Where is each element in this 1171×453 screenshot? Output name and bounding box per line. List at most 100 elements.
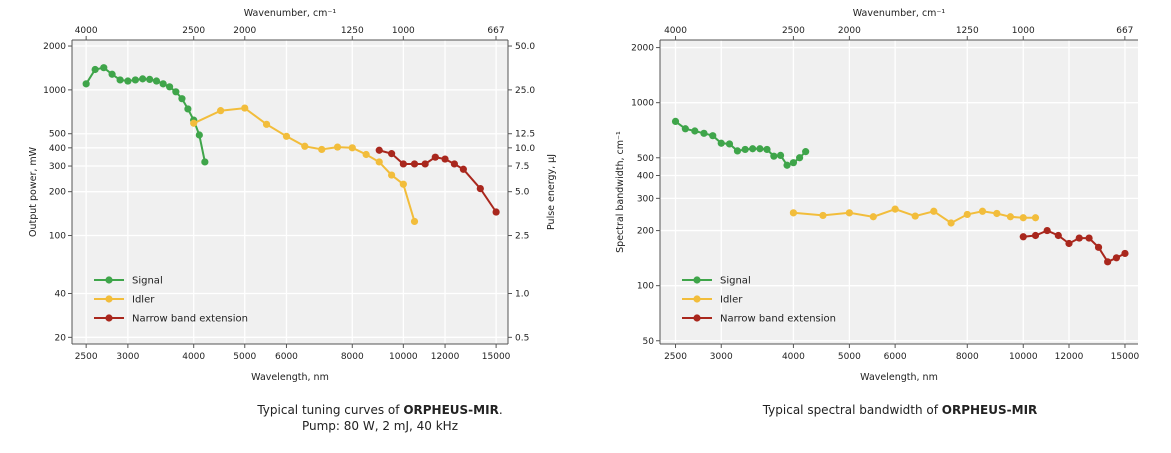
chart-1: 2500 3000 4000 5000 6000 8000 10000 12000 15000 4… (28, 8, 557, 383)
data-point (159, 80, 167, 88)
data-point (1019, 214, 1027, 222)
y-tick-label: 500 (49, 130, 66, 140)
data-point (1031, 231, 1040, 240)
data-point (152, 77, 161, 85)
y-tick-label: 400 (637, 171, 654, 181)
y-tick-label: 40 (55, 289, 67, 299)
data-point (241, 104, 249, 112)
y2-tick-label: 5.0 (515, 188, 530, 198)
data-point (700, 129, 708, 137)
data-point (421, 160, 429, 168)
right-caption-bold: ORPHEUS-MIR (941, 403, 1038, 417)
top-tick-label: 1250 (956, 26, 979, 36)
data-point (1043, 226, 1051, 235)
x-tick-label: 3000 (710, 352, 733, 362)
y2-tick-label: 50.0 (515, 42, 535, 52)
x-tick-label: 4000 (782, 352, 805, 362)
data-point (431, 153, 439, 161)
legend-swatch-dot (693, 314, 701, 322)
data-point (441, 155, 449, 163)
top-tick-label: 667 (487, 26, 504, 36)
data-point (190, 119, 198, 127)
legend-swatch-dot (105, 276, 113, 284)
left-caption: Typical tuning curves of ORPHEUS-MIR. Pu… (160, 402, 600, 434)
series-idler (789, 205, 1040, 227)
data-point (819, 211, 827, 220)
x-tick-label: 8000 (341, 352, 364, 362)
y-tick-label: 2000 (631, 44, 654, 54)
top-tick-label: 4000 (664, 26, 687, 36)
data-point (362, 150, 370, 159)
data-point (869, 213, 877, 221)
x-tick-label: 6000 (884, 352, 907, 362)
top-axis-label: Wavenumber, cm⁻¹ (244, 8, 337, 19)
series-narrow (1019, 226, 1129, 266)
legend-swatch-dot (693, 295, 701, 303)
data-point (172, 88, 180, 96)
data-point (1075, 234, 1083, 242)
data-point (282, 132, 291, 140)
data-point (963, 210, 971, 219)
y2-tick-label: 25.0 (515, 86, 535, 96)
legend-label: Narrow band extension (720, 314, 836, 325)
right-caption: Typical spectral bandwidth of ORPHEUS-MI… (680, 402, 1120, 418)
data-point (100, 64, 108, 72)
data-point (116, 76, 124, 84)
data-point (165, 83, 174, 91)
data-point (108, 70, 116, 78)
data-point (845, 209, 853, 217)
data-point (410, 160, 419, 168)
y-tick-label: 100 (637, 282, 654, 292)
top-tick-label: 1250 (341, 26, 364, 36)
data-point (301, 142, 309, 150)
y-axis-label: Output power, mW (28, 146, 39, 237)
series-narrow (375, 146, 500, 216)
data-point (201, 158, 209, 166)
data-point (399, 160, 407, 168)
top-tick-label: 2000 (233, 26, 256, 36)
data-point (1112, 254, 1121, 262)
left-caption-bold: ORPHEUS-MIR (403, 403, 499, 417)
y2-tick-label: 12.5 (515, 130, 535, 140)
data-point (375, 158, 383, 166)
right-caption-prefix: Typical spectral bandwidth of (762, 403, 942, 417)
data-point (1065, 239, 1073, 248)
data-point (1006, 213, 1014, 221)
data-point (691, 127, 699, 135)
y-tick-label: 50 (643, 337, 655, 347)
y2-tick-label: 2.5 (515, 232, 529, 242)
data-point (717, 139, 725, 147)
chart-2: 2500 3000 4000 5000 6000 8000 10000 12000 15000 4… (615, 8, 1140, 383)
left-caption-line2: Pump: 80 W, 2 mJ, 40 kHz (301, 419, 459, 433)
data-point (388, 171, 396, 179)
y2-tick-label: 7.5 (515, 162, 529, 172)
data-point (476, 184, 484, 193)
top-tick-label: 2500 (182, 26, 205, 36)
x-tick-label: 8000 (956, 352, 979, 362)
data-point (492, 208, 500, 216)
y-tick-label: 1000 (43, 86, 66, 96)
data-point (410, 217, 419, 226)
data-point (749, 145, 757, 153)
data-point (139, 75, 147, 83)
legend-label: Signal (720, 276, 751, 287)
data-point (770, 152, 778, 160)
data-point (1121, 249, 1129, 258)
data-point (388, 150, 396, 158)
data-point (671, 117, 680, 125)
x-tick-label: 10000 (1009, 352, 1038, 362)
data-point (1085, 234, 1093, 242)
top-tick-label: 667 (1116, 26, 1133, 36)
data-point (178, 95, 186, 103)
data-point (124, 77, 132, 85)
legend: Signal Idler Narrow band extension (94, 276, 248, 325)
x-tick-label: 15000 (1111, 352, 1140, 362)
x-axis-label: Wavelength, nm (251, 372, 329, 383)
legend-label: Idler (132, 295, 155, 306)
y-tick-label: 200 (637, 227, 654, 237)
data-point (375, 146, 383, 154)
data-point (333, 143, 342, 151)
x-axis-label: Wavelength, nm (860, 372, 938, 383)
data-point (947, 219, 955, 227)
